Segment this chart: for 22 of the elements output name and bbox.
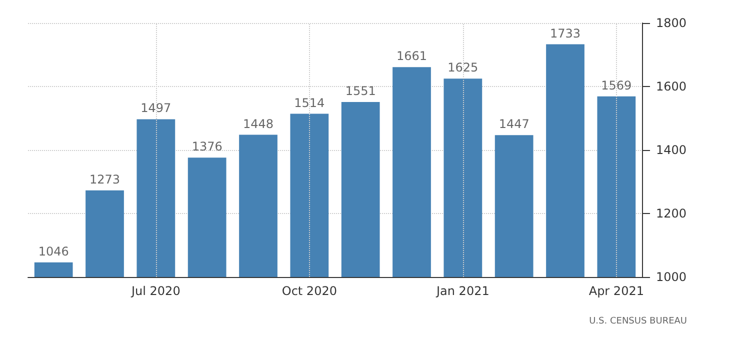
data-label: 1448 <box>242 116 274 131</box>
data-label: 1569 <box>601 78 632 92</box>
data-label: 1661 <box>396 49 428 64</box>
x-tick-label: Apr 2021 <box>588 284 644 298</box>
y-tick-label: 1600 <box>656 80 687 94</box>
data-label: 1497 <box>140 101 172 116</box>
data-label: 1273 <box>89 172 120 186</box>
x-tick-label: Jan 2021 <box>435 284 490 298</box>
data-label: 1514 <box>294 96 325 110</box>
y-tick-label: 1800 <box>656 16 687 30</box>
y-tick-label: 1400 <box>656 143 687 157</box>
data-label: 1733 <box>550 26 581 40</box>
x-tick-label: Jul 2020 <box>130 284 180 298</box>
data-label: 1551 <box>345 84 376 98</box>
data-label: 1046 <box>38 244 69 258</box>
data-label: 1447 <box>498 117 530 132</box>
data-label: 1625 <box>448 60 478 75</box>
text: U.S. CENSUS BUREAU <box>589 316 687 326</box>
data-label: 1376 <box>192 140 222 154</box>
y-tick-label: 1000 <box>656 270 687 284</box>
x-tick-label: Oct 2020 <box>282 284 337 298</box>
y-tick-label: 1200 <box>656 206 687 220</box>
